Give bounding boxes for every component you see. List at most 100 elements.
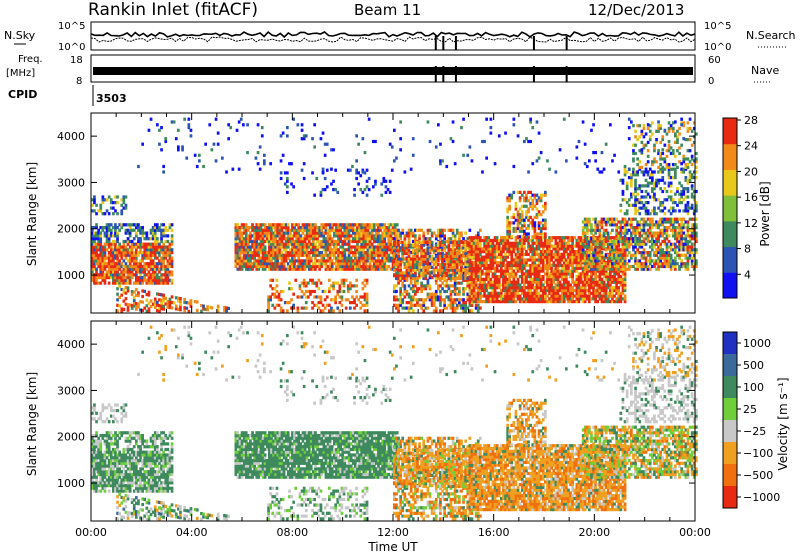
power-echo-cell (460, 260, 463, 263)
power-echo-cell (328, 304, 331, 307)
power-echo-cell (127, 237, 130, 240)
power-echo-cell (521, 235, 524, 238)
power-echo-cell (139, 248, 142, 251)
power-echo-cell (320, 265, 323, 268)
power-echo-cell (366, 282, 369, 285)
power-echo-cell (171, 251, 174, 254)
power-echo-cell (146, 299, 149, 302)
power-echo-cell (279, 248, 282, 251)
power-echo-cell (276, 284, 279, 287)
noise-traces (91, 32, 695, 50)
power-echo-cell (135, 232, 138, 235)
power-echo-cell (179, 303, 182, 306)
power-echo-cell (349, 287, 352, 290)
power-echo-cell (125, 204, 128, 207)
power-echo-cell (116, 195, 119, 198)
power-echo-cell (116, 270, 119, 273)
power-echo-cell (517, 292, 520, 295)
power-echo-cell (325, 262, 328, 265)
power-echo-cell (460, 263, 463, 266)
power-echo-cell (452, 229, 455, 232)
power-echo-cell (331, 259, 334, 262)
power-echo-cell (274, 307, 277, 310)
power-echo-cell (156, 240, 159, 243)
power-echo-cell (137, 294, 140, 297)
power-echo-cell (611, 292, 614, 295)
power-echo-cell (305, 301, 308, 304)
power-echo-cell (445, 282, 448, 285)
power-echo-cell (490, 270, 493, 273)
power-echo-cell (393, 244, 396, 247)
power-echo-cell (171, 295, 174, 298)
power-echo-cell (371, 232, 374, 235)
power-echo-cell (435, 266, 438, 269)
power-echo-cell (401, 229, 404, 232)
power-echo-cell (527, 232, 530, 235)
power-echo-cell (108, 195, 111, 198)
power-echo-cell (108, 240, 111, 243)
power-echo-cell (435, 307, 438, 310)
power-echo-cell (307, 295, 310, 298)
power-echo-cell (348, 232, 351, 235)
power-echo-cell (527, 242, 530, 245)
power-echo-cell (548, 242, 551, 245)
power-echo-cell (517, 210, 520, 213)
power-echo-cell (160, 240, 163, 243)
power-echo-cell (357, 298, 360, 301)
power-echo-cell (143, 290, 146, 293)
power-echo-cell (366, 295, 369, 298)
power-echo-cell (114, 223, 117, 226)
power-echo-cell (445, 290, 448, 293)
power-echo-cell (521, 256, 524, 259)
power-echo-cell (120, 212, 123, 215)
power-echo-cell (316, 248, 319, 251)
power-echo-cell (314, 257, 317, 260)
power-echo-cell (339, 309, 342, 312)
power-echo-cell (487, 236, 490, 239)
power-echo-cell (393, 237, 396, 240)
power-echo-cell (135, 273, 138, 276)
power-echo-cell (329, 257, 332, 260)
power-echo-cell (481, 270, 484, 273)
power-echo-cell (515, 230, 518, 233)
power-echo-cell (450, 295, 453, 298)
power-echo-cell (521, 227, 524, 230)
power-echo-cell (483, 292, 486, 295)
power-echo-cell (571, 242, 574, 245)
power-echo-cell (302, 232, 305, 235)
power-echo-cell (171, 229, 174, 232)
power-echo-cell (336, 282, 339, 285)
power-echo-cell (401, 232, 404, 235)
power-echo-cell (171, 237, 174, 240)
power-echo-cell (431, 234, 434, 237)
power-echo-cell (397, 307, 400, 310)
power-echo-cell (613, 295, 616, 298)
power-echo-cell (519, 191, 522, 194)
power-echo-cell (567, 281, 570, 284)
power-echo-cell (603, 281, 606, 284)
power-echo-cell (450, 274, 453, 277)
power-echo-cell (427, 260, 430, 263)
power-echo-cell (355, 284, 358, 287)
power-echo-cell (245, 232, 248, 235)
power-echo-cell (515, 202, 518, 205)
power-echo-cell (443, 301, 446, 304)
power-echo-cell (288, 282, 291, 285)
power-echo-cell (422, 234, 425, 237)
power-echo-cell (171, 248, 174, 251)
power-echo-cell (339, 237, 342, 240)
power-echo-cell (315, 284, 318, 287)
power-echo-cell (588, 295, 591, 298)
power-echo-cell (135, 248, 138, 251)
power-echo-cell (99, 282, 102, 285)
power-echo-cell (487, 272, 490, 275)
power-echo-cell (617, 289, 620, 292)
power-echo-cell (95, 204, 98, 207)
power-echo-cell (112, 259, 115, 262)
power-echo-cell (506, 256, 509, 259)
power-echo-cell (550, 267, 553, 270)
power-echo-cell (422, 309, 425, 312)
power-echo-cell (441, 252, 444, 255)
power-echo-cell (439, 295, 442, 298)
power-echo-cell (433, 232, 436, 235)
